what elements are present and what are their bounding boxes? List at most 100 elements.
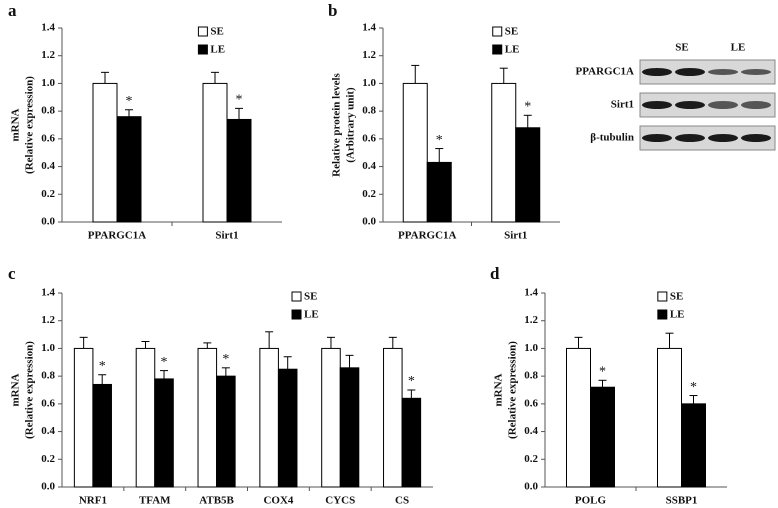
y-tick-label: 1.2 xyxy=(41,49,55,61)
y-tick-label: 0.6 xyxy=(41,397,55,409)
bar xyxy=(566,347,591,488)
y-tick-label: 0.0 xyxy=(524,481,538,493)
significance-mark: * xyxy=(436,133,443,148)
legend-label: SE xyxy=(505,26,518,38)
significance-mark: * xyxy=(690,380,697,395)
bar xyxy=(277,368,298,488)
legend-label: SE xyxy=(304,291,317,303)
bar xyxy=(321,347,341,488)
y-tick-label: 0.2 xyxy=(524,453,538,465)
x-tick-label: ATB5B xyxy=(199,495,234,507)
blot-band xyxy=(675,101,705,109)
blot-column-label: SE xyxy=(675,42,688,54)
blot-band xyxy=(741,69,771,75)
legend-label: LE xyxy=(210,44,225,56)
legend-label: LE xyxy=(304,309,319,321)
blot-band xyxy=(708,101,738,109)
y-tick-label: 1.0 xyxy=(524,342,538,354)
significance-mark: * xyxy=(126,94,133,109)
bar xyxy=(402,82,428,223)
y-axis-label: Relative protein levels xyxy=(331,72,343,176)
bar xyxy=(116,116,142,223)
y-tick-label: 0.4 xyxy=(41,160,55,172)
bar xyxy=(681,403,706,488)
bar xyxy=(657,347,682,488)
y-tick-label: 0.8 xyxy=(41,105,55,117)
y-axis-label: mRNA xyxy=(493,373,505,406)
bar xyxy=(202,82,228,223)
x-tick-label: Sirt1 xyxy=(215,230,238,242)
bar xyxy=(401,397,422,488)
significance-mark: * xyxy=(599,365,606,380)
y-tick-label: 0.2 xyxy=(41,453,55,465)
significance-mark: * xyxy=(236,93,243,108)
y-axis-label: (Arbitrary unit) xyxy=(345,87,357,163)
significance-mark: * xyxy=(161,355,168,370)
y-axis-label: (Relative expression) xyxy=(24,341,36,439)
y-tick-label: 0.6 xyxy=(362,132,376,144)
significance-mark: * xyxy=(99,359,106,374)
blot-band xyxy=(675,134,705,142)
bar xyxy=(197,347,218,488)
legend-swatch xyxy=(492,26,503,37)
significance-mark: * xyxy=(408,374,415,389)
legend-swatch xyxy=(291,309,302,320)
legend-swatch xyxy=(657,291,668,302)
y-axis-label: mRNA xyxy=(10,373,22,406)
blot-band xyxy=(741,134,771,142)
y-tick-label: 0.0 xyxy=(41,216,55,228)
y-tick-label: 1.0 xyxy=(362,77,376,89)
bar xyxy=(226,118,252,223)
panel-label: b xyxy=(328,1,337,20)
bar xyxy=(154,378,174,488)
y-tick-label: 0.8 xyxy=(41,370,55,382)
bar xyxy=(73,347,94,488)
y-tick-label: 1.2 xyxy=(362,49,376,61)
x-tick-label: PPARGC1A xyxy=(88,230,147,242)
panel-label: c xyxy=(8,264,16,283)
blot-band xyxy=(741,101,771,109)
y-tick-label: 0.8 xyxy=(362,105,376,117)
legend-swatch xyxy=(492,44,503,55)
y-tick-label: 0.4 xyxy=(362,160,376,172)
y-axis-label: mRNA xyxy=(10,108,22,141)
x-tick-label: Sirt1 xyxy=(504,230,527,242)
y-tick-label: 1.0 xyxy=(41,77,55,89)
y-axis-label: (Relative expression) xyxy=(507,341,519,439)
y-tick-label: 1.4 xyxy=(362,22,376,34)
significance-mark: * xyxy=(524,100,531,115)
y-tick-label: 0.2 xyxy=(41,188,55,200)
legend-label: LE xyxy=(670,309,685,321)
y-tick-label: 0.2 xyxy=(362,188,376,200)
blot-row-label: β-tubulin xyxy=(590,132,634,144)
blot-band xyxy=(642,134,672,142)
y-tick-label: 0.6 xyxy=(41,132,55,144)
legend-label: SE xyxy=(670,291,683,303)
blot-band xyxy=(675,68,705,76)
x-tick-label: SSBP1 xyxy=(666,495,698,507)
blot-row-label: Sirt1 xyxy=(611,99,634,111)
y-tick-label: 0.0 xyxy=(362,216,376,228)
y-tick-label: 1.2 xyxy=(41,314,55,326)
y-tick-label: 0.6 xyxy=(524,397,538,409)
blot-band xyxy=(642,101,672,109)
legend-swatch xyxy=(197,26,208,37)
legend-label: LE xyxy=(505,44,520,56)
blot-band xyxy=(708,69,738,75)
y-tick-label: 0.4 xyxy=(41,425,55,437)
y-tick-label: 1.4 xyxy=(41,22,55,34)
bar xyxy=(383,347,403,488)
x-tick-label: NRF1 xyxy=(79,495,107,507)
x-tick-label: CS xyxy=(395,495,409,507)
y-tick-label: 0.0 xyxy=(41,481,55,493)
y-tick-label: 0.8 xyxy=(524,370,538,382)
bar xyxy=(216,375,236,488)
bar xyxy=(92,383,112,488)
bar xyxy=(491,82,517,223)
y-tick-label: 1.0 xyxy=(41,342,55,354)
legend-label: SE xyxy=(210,26,223,38)
bar xyxy=(590,386,615,488)
y-tick-label: 1.4 xyxy=(41,287,55,299)
bar xyxy=(515,127,541,223)
